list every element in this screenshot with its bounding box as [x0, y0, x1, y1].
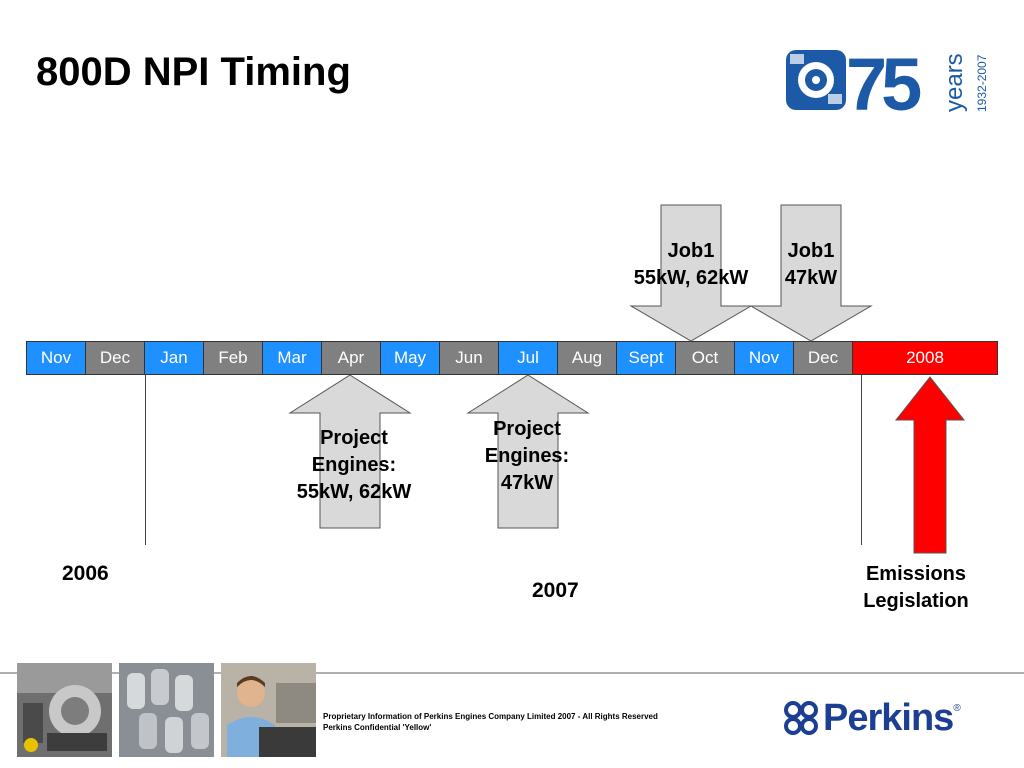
- footer-confidential-line: Perkins Confidential 'Yellow': [323, 723, 432, 732]
- pistons-photo: [119, 663, 214, 757]
- month-cell: Jul: [499, 342, 558, 374]
- logo-years-word: years: [941, 53, 968, 112]
- job1-55-62kw-arrow: [629, 204, 753, 342]
- confidentiality-notice: Proprietary Information of Perkins Engin…: [323, 711, 658, 733]
- perkins-chain-icon: [784, 701, 818, 735]
- 75-years-logo: 75 years 1932-2007: [786, 44, 989, 116]
- year-divider-2006-2007: [145, 375, 146, 545]
- job1-47kw-label: Job1 47kW: [784, 240, 838, 289]
- job1-47kw-arrow: [749, 204, 873, 342]
- month-cell: Nov: [27, 342, 86, 374]
- slide-title: 800D NPI Timing: [36, 50, 351, 94]
- year-2006-label: 2006: [62, 562, 109, 585]
- month-cell: Sept: [617, 342, 676, 374]
- month-cell: Nov: [735, 342, 794, 374]
- engineer-photo: [221, 663, 316, 757]
- engine-photo: [17, 663, 112, 757]
- month-cell: Dec: [86, 342, 145, 374]
- perkins-logo: Perkins ®: [783, 697, 961, 739]
- month-cell: Aug: [558, 342, 617, 374]
- footer-divider: [0, 672, 1024, 674]
- logo-years-span: 1932-2007: [975, 54, 989, 112]
- engine-emblem-icon: [786, 50, 846, 110]
- job1-55-62kw-label: Job1 55kW, 62kW: [633, 240, 749, 289]
- month-cell: Jan: [145, 342, 204, 374]
- project-engines-55-62kw-label: Project Engines: 55kW, 62kW: [296, 427, 412, 503]
- year-2008-cell: 2008: [853, 342, 997, 374]
- month-cell: Mar: [263, 342, 322, 374]
- perkins-wordmark: Perkins: [823, 696, 954, 739]
- month-cell: Jun: [440, 342, 499, 374]
- project-engines-47kw-label: Project Engines: 47kW: [484, 418, 570, 494]
- logo-75-number: 75: [846, 44, 921, 116]
- month-cell: Oct: [676, 342, 735, 374]
- emissions-legislation-arrow: [894, 376, 966, 554]
- month-cell: Dec: [794, 342, 853, 374]
- registered-mark: ®: [953, 703, 961, 714]
- footer-proprietary-line: Proprietary Information of Perkins Engin…: [323, 712, 658, 721]
- project-engines-55-62kw-arrow: [288, 374, 412, 529]
- month-cell: May: [381, 342, 440, 374]
- year-2007-label: 2007: [532, 579, 579, 602]
- project-engines-47kw-arrow: [466, 374, 590, 529]
- emissions-legislation-label: Emissions Legislation: [863, 563, 969, 612]
- month-cell: Apr: [322, 342, 381, 374]
- year-divider-2007-2008: [861, 375, 862, 545]
- timeline-bar: Nov Dec Jan Feb Mar Apr May Jun Jul Aug …: [26, 341, 998, 375]
- month-cell: Feb: [204, 342, 263, 374]
